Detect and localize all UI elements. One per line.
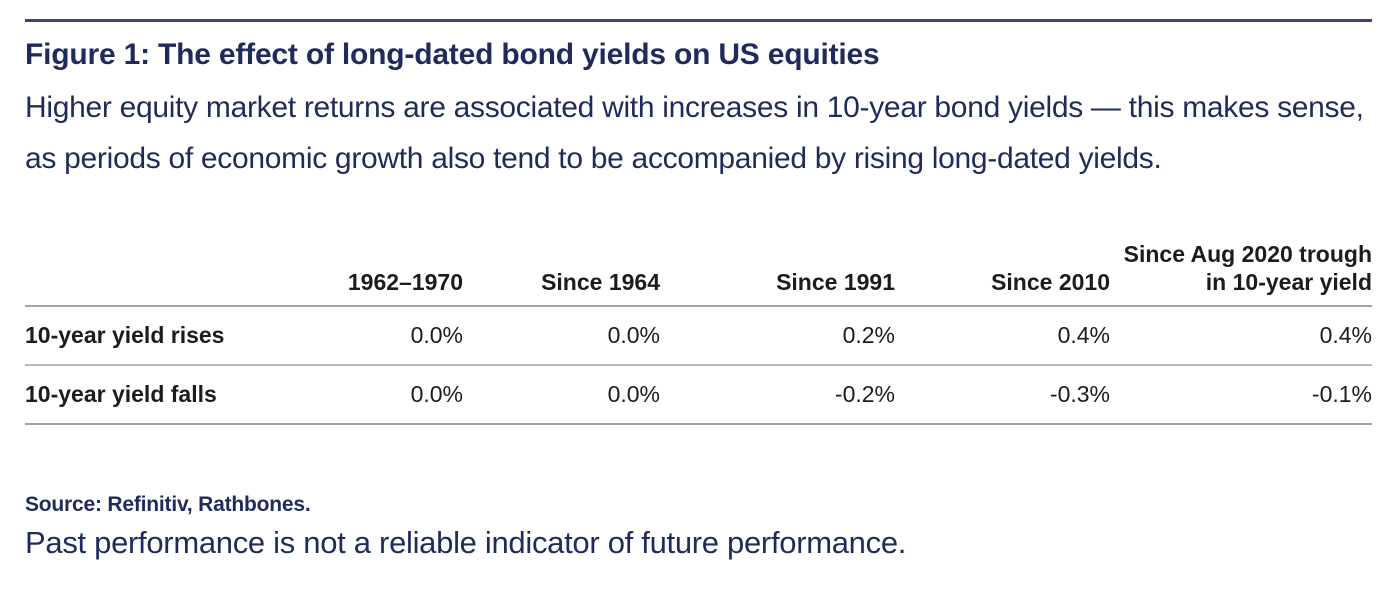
table-row-yield-falls: 10-year yield falls 0.0% 0.0% -0.2% -0.3… [25,365,1372,425]
table-row-yield-rises: 10-year yield rises 0.0% 0.0% 0.2% 0.4% … [25,306,1372,366]
cell-falls-since-aug-2020: -0.1% [1110,365,1372,425]
column-header-blank [25,240,305,307]
cell-falls-since-2010: -0.3% [895,365,1110,425]
table-header-row: 1962–1970 Since 1964 Since 1991 Since 20… [25,240,1372,307]
figure-panel: Figure 1: The effect of long-dated bond … [0,19,1400,591]
column-header-since-aug-2020-trough: Since Aug 2020 trough in 10-year yield [1110,240,1372,307]
column-header-since-1964: Since 1964 [463,240,660,307]
cell-rises-since-1964: 0.0% [463,306,660,366]
column-header-1962-1970: 1962–1970 [305,240,463,307]
cell-falls-since-1991: -0.2% [660,365,895,425]
cell-falls-since-1964: 0.0% [463,365,660,425]
source-note: Source: Refinitiv, Rathbones. [25,493,311,516]
figure-subtitle: Higher equity market returns are associa… [25,91,1364,175]
top-rule [25,19,1372,22]
figure-title: Figure 1: The effect of long-dated bond … [25,38,880,71]
row-label-yield-rises: 10-year yield rises [25,306,305,366]
column-header-since-1991: Since 1991 [660,240,895,307]
cell-rises-since-2010: 0.4% [895,306,1110,366]
cell-rises-1962-1970: 0.0% [305,306,463,366]
cell-falls-1962-1970: 0.0% [305,365,463,425]
column-header-since-2010: Since 2010 [895,240,1110,307]
cell-rises-since-aug-2020: 0.4% [1110,306,1372,366]
row-label-yield-falls: 10-year yield falls [25,365,305,425]
past-performance-disclaimer: Past performance is not a reliable indic… [25,525,907,560]
cell-rises-since-1991: 0.2% [660,306,895,366]
yields-table: 1962–1970 Since 1964 Since 1991 Since 20… [25,240,1372,425]
